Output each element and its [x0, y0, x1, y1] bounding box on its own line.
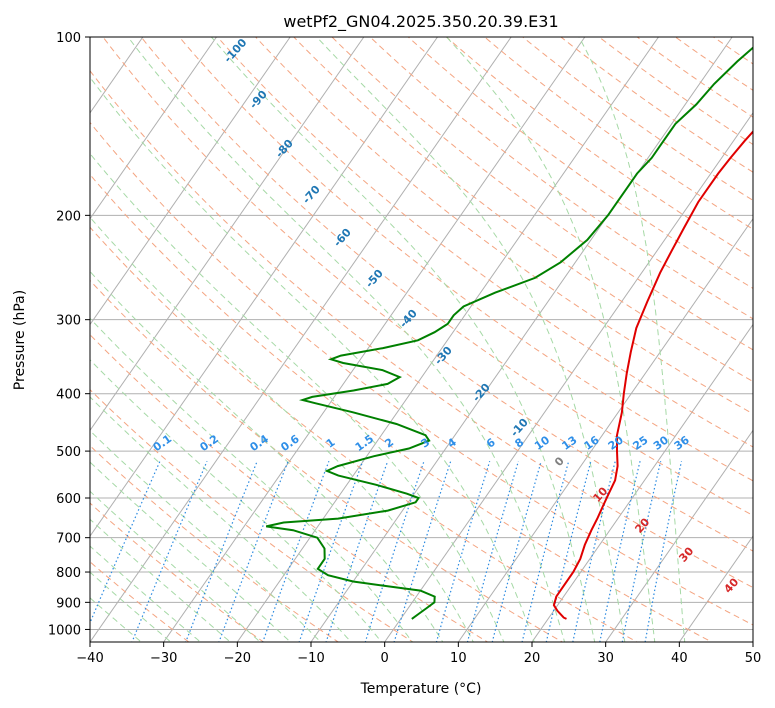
x-axis-label: Temperature (°C): [360, 681, 482, 697]
isotherm-line: [90, 37, 217, 220]
isotherm-line: [531, 323, 753, 642]
mixing-ratio-line: [644, 461, 683, 642]
isotherm-line: [163, 37, 586, 642]
y-tick-label: 500: [56, 445, 81, 460]
dry-adiabat-line: [254, 37, 753, 415]
y-tick-label: 1000: [48, 623, 81, 638]
y-tick-label: 700: [56, 532, 81, 547]
chart-title: wetPf2_GN04.2025.350.20.39.E31: [283, 12, 558, 32]
x-tick-label: −40: [76, 651, 103, 666]
moist-adiabat-line: [90, 396, 352, 642]
dry-adiabat-line: [178, 37, 753, 482]
moist-adiabat-line: [127, 37, 566, 642]
mixing-ratio-line: [466, 461, 519, 642]
dry-adiabat-line: [90, 502, 265, 642]
isotherm-line: [384, 112, 753, 642]
dry-adiabat-line: [331, 37, 753, 351]
y-tick-label: 900: [56, 596, 81, 611]
grid-layer: [0, 37, 753, 642]
moist-adiabat-line: [90, 461, 292, 642]
moist-adiabat-line: [90, 216, 474, 642]
moist-adiabat-line: [211, 37, 596, 642]
moist-adiabat-line: [90, 490, 261, 642]
dry-adiabat-line: [90, 173, 713, 642]
x-tick-label: 0: [381, 651, 389, 666]
dry-adiabat-line: [90, 121, 753, 626]
moist-adiabat-line: [90, 571, 172, 642]
y-tick-label: 800: [56, 566, 81, 581]
dry-adiabat-line: [90, 333, 489, 642]
x-tick-label: 30: [597, 651, 614, 666]
y-tick-label: 100: [56, 31, 81, 46]
mixing-ratio-line: [599, 461, 641, 642]
axes-layer: −40 −30 −20 −10 0 10 20 30 40 50 100 200 300 400 500 60…: [48, 31, 761, 666]
mixing-ratio-line: [491, 461, 542, 642]
y-axis-label: Pressure (hPa): [12, 290, 28, 390]
x-tick-label: 20: [524, 651, 541, 666]
dry-adiabat-line: [293, 37, 753, 383]
mixing-ratio-line: [393, 461, 452, 642]
isotherm-line: [752, 641, 753, 642]
moist-adiabat-line: [90, 518, 231, 642]
moist-adiabat-line: [578, 37, 686, 642]
x-tick-label: −20: [224, 651, 251, 666]
mixing-ratio-line: [90, 460, 161, 625]
mixing-ratio-line: [364, 461, 425, 642]
dry-adiabat-line: [90, 279, 564, 642]
mixing-ratio-line: [185, 460, 258, 642]
x-tick-label: 50: [745, 651, 762, 666]
mixing-ratio-line: [435, 461, 491, 642]
x-tick-label: −30: [150, 651, 177, 666]
dewpoint-profile: [265, 46, 753, 620]
moist-adiabat-line: [90, 152, 505, 642]
dry-adiabat-line: [216, 37, 753, 448]
moist-adiabat-line: [90, 430, 322, 642]
isotherm-line: [90, 37, 438, 538]
y-tick-label: 300: [56, 314, 81, 329]
moist-adiabat-line: [90, 597, 142, 642]
mixing-ratio-line: [521, 461, 570, 642]
isotherm-line: [236, 37, 659, 642]
moist-adiabat-line: [446, 37, 656, 642]
y-tick-label: 200: [56, 209, 81, 224]
dry-adiabat-line: [90, 70, 753, 589]
isotherm-line: [90, 37, 365, 432]
moist-adiabat-line: [90, 76, 535, 642]
mixing-ratio-line: [545, 461, 592, 642]
temperature-profile: [552, 130, 753, 620]
isotherm-line: [457, 217, 753, 642]
mixing-ratio-line: [572, 461, 616, 642]
moist-adiabat-line: [90, 317, 413, 642]
isotherm-line: [90, 37, 512, 642]
x-tick-label: 10: [450, 651, 467, 666]
dry-adiabat-line: [90, 445, 340, 642]
moist-adiabat-line: [316, 37, 626, 642]
x-tick-label: −10: [297, 651, 324, 666]
mixing-ratio-line: [621, 461, 662, 642]
dry-adiabat-line: [102, 37, 753, 552]
y-tick-label: 600: [56, 492, 81, 507]
data-layer: [265, 46, 753, 620]
moist-adiabat-line: [90, 545, 202, 642]
dry-adiabat-line: [140, 37, 753, 517]
isotherm-line: [678, 535, 753, 642]
isotherm-line: [90, 37, 291, 326]
isotherm-line: [605, 429, 753, 642]
moist-adiabat-line: [90, 359, 383, 642]
isotherm-line: [0, 37, 69, 642]
x-tick-label: 40: [671, 651, 688, 666]
plot-frame: [89, 36, 754, 643]
y-tick-label: 400: [56, 388, 81, 403]
mixing-ratio-line: [131, 460, 208, 642]
